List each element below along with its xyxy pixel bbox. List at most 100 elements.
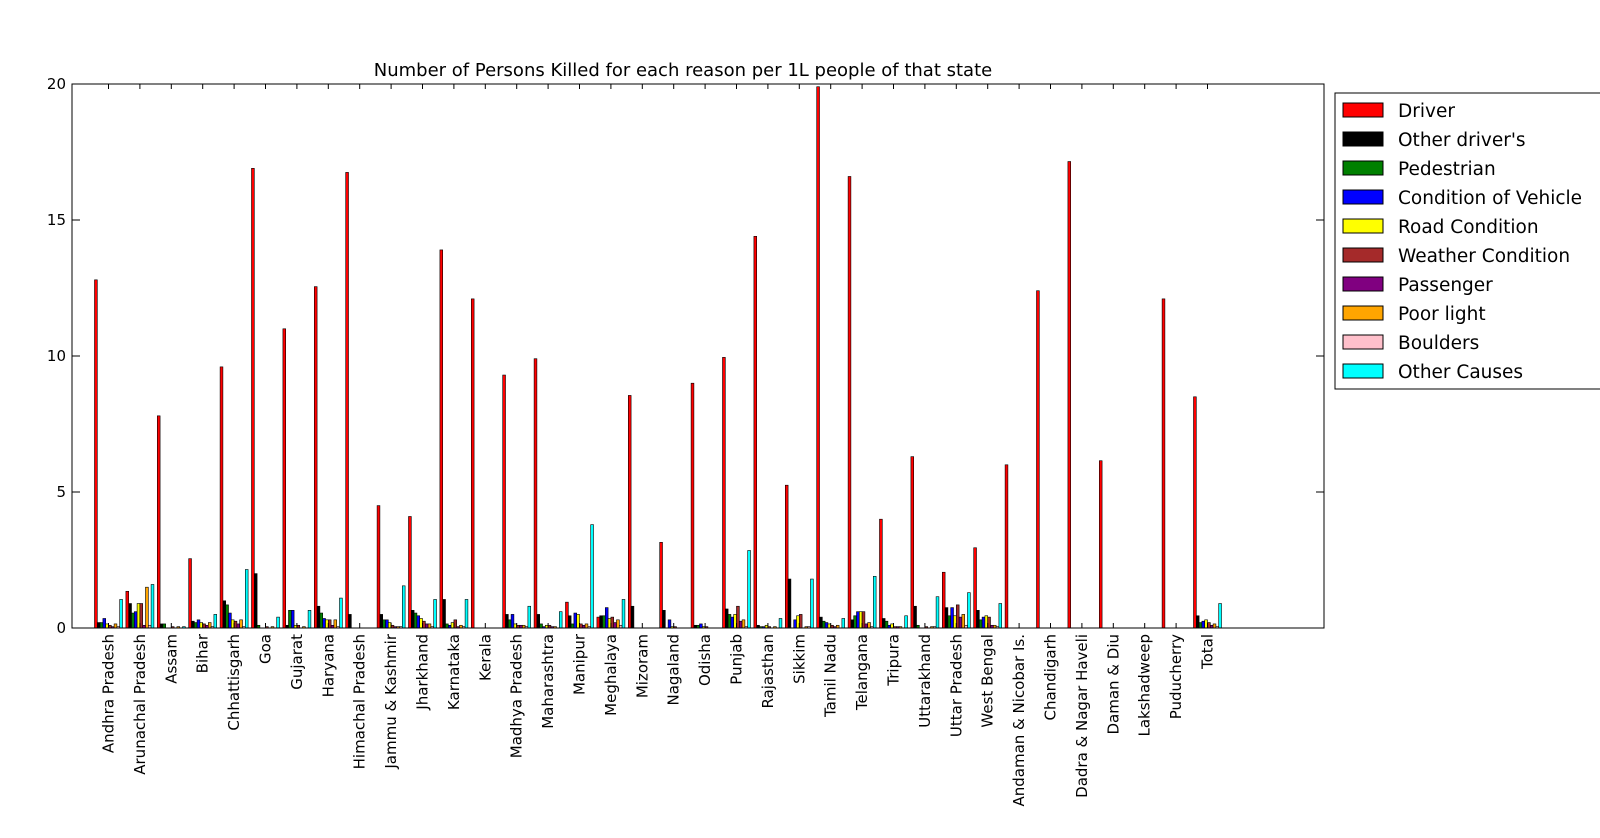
bar-sikkim-other-driver-s [787, 578, 792, 629]
legend: Driver Other driver's Pedestrian Condition … [1334, 92, 1600, 390]
bar-jharkhand-pedestrian [413, 612, 418, 629]
x-tick-label: Andaman & Nicobar Is. [1010, 634, 1028, 807]
legend-label: Boulders [1398, 333, 1479, 354]
x-tick-label: Total [1199, 634, 1217, 670]
x-tick-label: Karnataka [445, 634, 463, 710]
bar-tripura-driver [879, 518, 883, 629]
bar-chhattisgarh-driver [219, 366, 224, 629]
bar-meghalaya-driver [596, 616, 601, 629]
x-tick-label: Telangana [853, 634, 871, 711]
bar-bihar-driver [188, 558, 192, 629]
bar-kerala-driver [470, 298, 475, 629]
bar-jammu-kashmir-condition-of-vehicle [385, 619, 389, 629]
bar-puducherry-driver [1161, 298, 1166, 629]
legend-swatch [1342, 218, 1384, 234]
bar-chhattisgarh-other-causes [245, 569, 249, 629]
bar-tamil-nadu-other-driver-s [819, 616, 823, 629]
bar-west-bengal-pedestrian [978, 619, 983, 629]
bar-uttarakhand-driver [910, 456, 915, 629]
x-tick-label: Rajasthan [759, 634, 777, 709]
bar-west-bengal-other-causes [998, 603, 1003, 629]
legend-label: Passenger [1398, 275, 1493, 296]
bar-arunachal-pradesh-driver [125, 590, 130, 629]
x-tick-label: Jammu & Kashmir [382, 633, 400, 769]
bar-dadra-nagar-haveli-driver [1067, 161, 1072, 629]
x-tick-label: West Bengal [979, 634, 997, 728]
legend-swatch [1342, 305, 1384, 321]
bar-goa-other-causes [276, 616, 280, 629]
bar-punjab-pedestrian [727, 614, 732, 629]
bar-karnataka-pedestrian [445, 623, 449, 629]
bar-maharashtra-other-driver-s [536, 614, 541, 629]
x-tick-label: Gujarat [288, 634, 306, 690]
bar-odisha-driver [690, 382, 695, 629]
bar-bihar-poor-light [208, 622, 212, 629]
legend-label: Driver [1398, 101, 1455, 122]
bar-punjab-driver [722, 357, 726, 629]
bar-haryana-poor-light [333, 619, 337, 629]
bar-punjab-poor-light [741, 619, 746, 629]
bar-madhya-pradesh-condition-of-vehicle [510, 614, 515, 629]
bar-total-driver [1193, 396, 1197, 629]
bar-arunachal-pradesh-pedestrian [131, 612, 135, 629]
bar-andhra-pradesh-other-causes [119, 599, 123, 629]
bar-nagaland-other-driver-s [662, 610, 666, 629]
bar-madhya-pradesh-driver [502, 374, 506, 629]
bar-punjab-condition-of-vehicle [730, 616, 735, 629]
bar-andhra-pradesh-poor-light [113, 623, 118, 629]
x-tick-label: Chandigarh [1042, 634, 1060, 721]
bar-punjab-passenger [738, 620, 743, 629]
y-tick-label: 0 [56, 619, 66, 637]
bar-bihar-other-causes [213, 614, 217, 629]
bar-jammu-kashmir-pedestrian [382, 619, 386, 629]
axes-layer: 0 5 10 15 20 [47, 75, 1324, 637]
bar-telangana-driver [847, 176, 852, 629]
bar-meghalaya-pedestrian [602, 615, 606, 629]
bar-gujarat-pedestrian [288, 610, 292, 629]
x-tick-label: Arunachal Pradesh [131, 634, 149, 775]
x-tick-label: Kerala [476, 634, 494, 681]
x-tick-label: Madhya Pradesh [508, 634, 526, 758]
bar-total-other-driver-s [1196, 615, 1200, 629]
bar-meghalaya-poor-light [616, 619, 620, 629]
bar-maharashtra-driver [533, 358, 538, 629]
legend-swatch [1342, 334, 1384, 350]
x-tick-label: Dadra & Nagar Haveli [1073, 634, 1091, 798]
bars-layer [94, 86, 1222, 629]
bar-west-bengal-condition-of-vehicle [981, 616, 986, 629]
bar-uttar-pradesh-pedestrian [947, 615, 952, 629]
y-tick-label: 20 [47, 75, 66, 93]
x-tick-label: Meghalaya [602, 634, 620, 716]
bar-chhattisgarh-condition-of-vehicle [228, 612, 232, 629]
x-tick-label: Odisha [696, 634, 714, 686]
bar-mizoram-other-driver-s [630, 605, 635, 629]
x-tick-label: Jharkhand [414, 634, 432, 711]
bar-mizoram-driver [627, 395, 632, 629]
legend-swatch [1342, 189, 1384, 205]
bar-total-pedestrian [1198, 622, 1203, 629]
bar-haryana-driver [313, 286, 318, 629]
bar-jharkhand-poor-light [427, 623, 432, 629]
bar-nagaland-condition-of-vehicle [667, 619, 672, 629]
bar-haryana-other-causes [339, 597, 343, 629]
bar-daman-diu-driver [1099, 460, 1103, 629]
bar-tamil-nadu-condition-of-vehicle [824, 622, 829, 629]
bar-madhya-pradesh-other-driver-s [505, 614, 509, 629]
bar-meghalaya-condition-of-vehicle [604, 607, 609, 629]
bar-tamil-nadu-other-causes [841, 618, 846, 629]
bar-jharkhand-passenger [424, 623, 429, 629]
bar-jharkhand-other-driver-s [410, 610, 415, 629]
y-tick-label: 5 [56, 483, 66, 501]
legend-label: Condition of Vehicle [1398, 188, 1582, 209]
bar-goa-other-driver-s [254, 573, 258, 629]
x-tick-label: Goa [257, 634, 275, 664]
bar-arunachal-pradesh-other-causes [150, 584, 155, 629]
x-tick-label: Tripura [885, 634, 903, 687]
bar-manipur-other-driver-s [567, 615, 572, 629]
legend-swatch [1342, 160, 1384, 176]
bar-andhra-pradesh-condition-of-vehicle [102, 618, 107, 629]
bar-tamil-nadu-pedestrian [821, 620, 826, 629]
x-tick-labels: Andhra Pradesh Arunachal Pradesh Assam Biha… [100, 633, 1217, 806]
legend-label: Other Causes [1398, 362, 1523, 383]
bar-uttar-pradesh-driver [941, 571, 946, 629]
